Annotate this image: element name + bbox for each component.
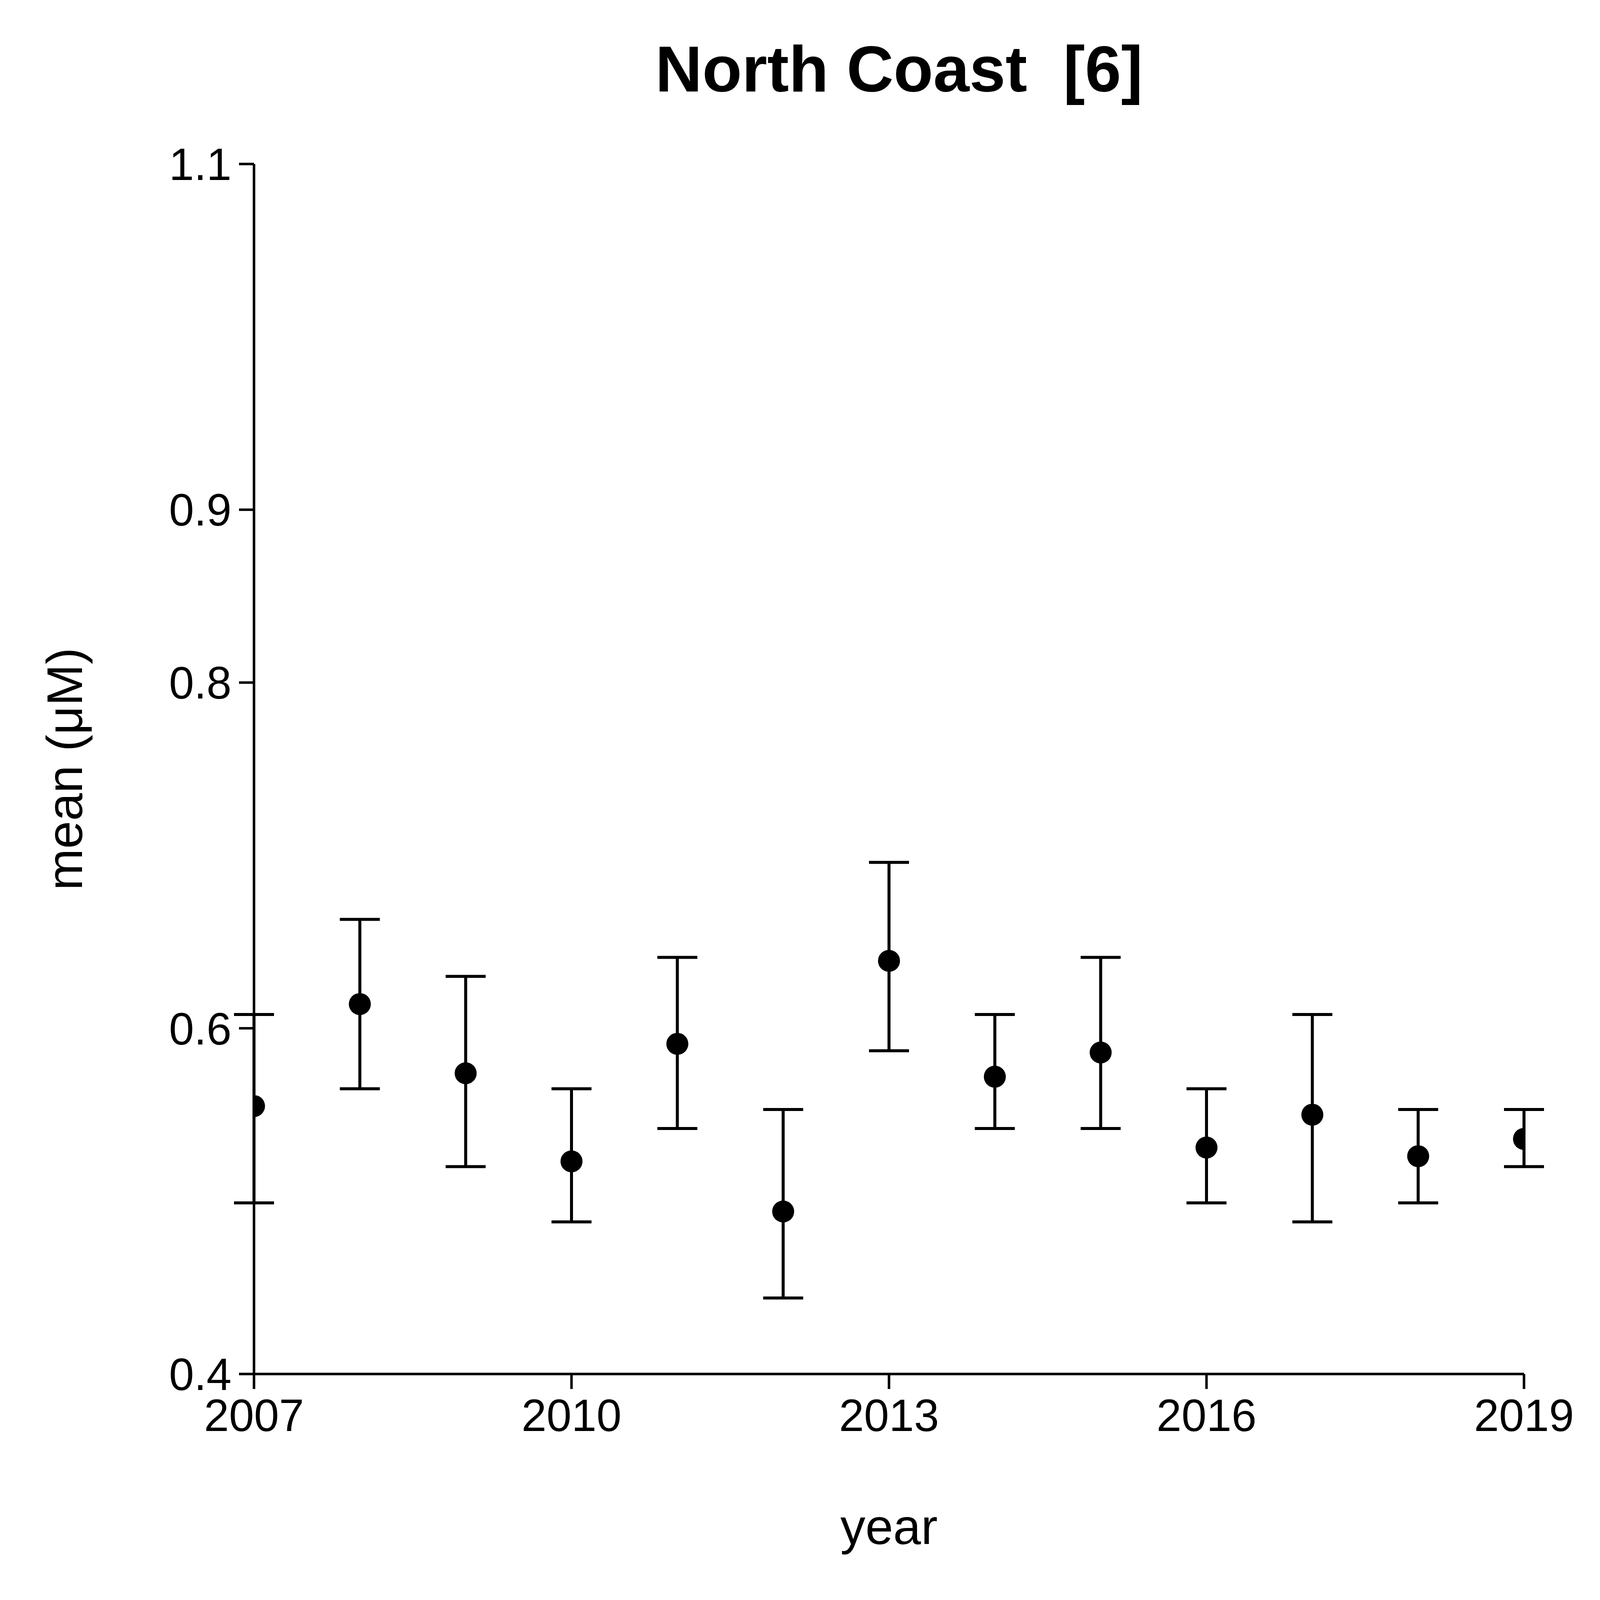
svg-text:2019: 2019 (1474, 1390, 1574, 1441)
svg-text:mean (μM): mean (μM) (36, 647, 93, 890)
html-text:North Coast [6]: North Coast [6] (655, 32, 1143, 106)
svg-text:0.8: 0.8 (169, 658, 232, 708)
svg-text:0.6: 0.6 (169, 1004, 232, 1054)
svg-text:1.1: 1.1 (169, 139, 232, 190)
svg-text:2010: 2010 (521, 1390, 622, 1441)
svg-text:2007: 2007 (203, 1390, 305, 1441)
svg-text:0.4: 0.4 (169, 1349, 232, 1400)
svg-text:2016: 2016 (1156, 1390, 1257, 1441)
svg-text:0.9: 0.9 (169, 485, 232, 535)
svg-text:2013: 2013 (839, 1390, 939, 1441)
svg-text:year: year (840, 1498, 938, 1555)
